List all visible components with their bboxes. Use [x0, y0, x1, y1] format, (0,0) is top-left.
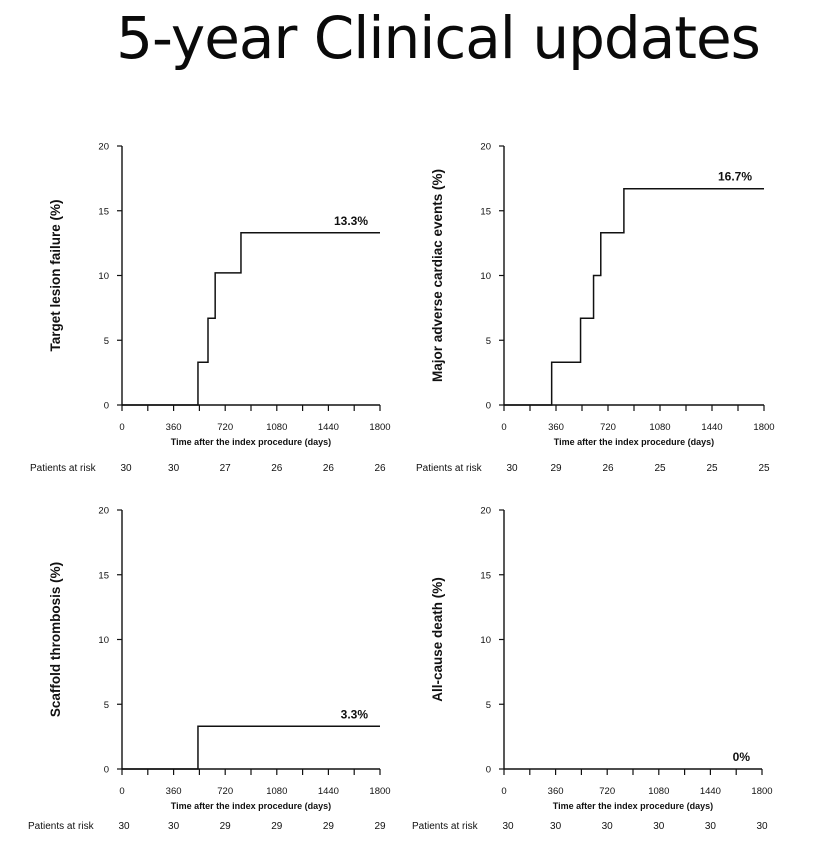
patients-at-risk-value: 30 [118, 821, 130, 832]
x-axis-label: Time after the index procedure (days) [171, 437, 331, 447]
x-tick-label: 720 [599, 786, 615, 797]
y-axis-label: All-cause death (%) [430, 577, 445, 702]
y-tick-label: 5 [104, 336, 109, 347]
x-tick-label: 1440 [701, 422, 722, 433]
x-tick-label: 360 [548, 786, 564, 797]
chart-all-cause-death: 0 5 10 15 20 0 360 720 1080 1440 1800 All-cause dea… [412, 506, 773, 833]
chart-major-adverse-cardiac-events: 0 5 10 15 20 0 360 720 1080 1440 1800 Major adverse… [416, 142, 775, 475]
x-tick-label: 1800 [369, 422, 390, 433]
end-value-label: 3.3% [341, 707, 369, 721]
patients-at-risk-value: 30 [602, 821, 614, 832]
patients-at-risk-value: 29 [323, 821, 335, 832]
patients-at-risk-value: 30 [506, 463, 518, 474]
patients-at-risk-value: 30 [168, 463, 180, 474]
end-value-label: 13.3% [334, 214, 368, 228]
y-tick-label: 20 [98, 506, 109, 517]
patients-at-risk-label: Patients at risk [30, 463, 97, 474]
patients-at-risk-value: 30 [168, 821, 180, 832]
patients-at-risk-value: 26 [271, 463, 283, 474]
y-tick-label: 0 [104, 765, 109, 776]
x-tick-label: 1080 [266, 786, 287, 797]
y-tick-label: 20 [480, 506, 491, 517]
x-tick-label: 1440 [318, 422, 339, 433]
x-tick-label: 360 [166, 786, 182, 797]
patients-at-risk-value: 30 [705, 821, 717, 832]
x-axis-label: Time after the index procedure (days) [554, 437, 714, 447]
x-tick-label: 0 [501, 786, 506, 797]
y-tick-label: 0 [104, 401, 109, 412]
x-tick-label: 1800 [369, 786, 390, 797]
y-tick-label: 5 [486, 336, 491, 347]
x-tick-label: 720 [217, 422, 233, 433]
y-tick-label: 15 [98, 206, 109, 217]
x-tick-label: 1800 [751, 786, 772, 797]
y-tick-label: 5 [486, 700, 491, 711]
x-tick-label: 1080 [649, 422, 670, 433]
y-tick-label: 0 [486, 765, 491, 776]
y-axis-label: Target lesion failure (%) [48, 199, 63, 351]
end-value-label: 0% [733, 750, 751, 764]
patients-at-risk-label: Patients at risk [412, 821, 479, 832]
page-title: 5-year Clinical updates [116, 4, 761, 72]
patients-at-risk-label: Patients at risk [416, 463, 483, 474]
y-tick-label: 10 [480, 635, 491, 646]
series-line [122, 232, 380, 406]
y-tick-label: 20 [480, 142, 491, 153]
patients-at-risk-value: 30 [653, 821, 665, 832]
y-tick-label: 10 [98, 271, 109, 282]
end-value-label: 16.7% [718, 170, 752, 184]
patients-at-risk-value: 26 [374, 463, 386, 474]
x-tick-label: 0 [119, 422, 124, 433]
x-axis-label: Time after the index procedure (days) [553, 801, 713, 811]
y-axis-label: Major adverse cardiac events (%) [430, 169, 445, 382]
x-tick-label: 1440 [700, 786, 721, 797]
y-tick-label: 15 [98, 570, 109, 581]
y-tick-label: 15 [480, 206, 491, 217]
x-tick-label: 0 [119, 786, 124, 797]
y-tick-label: 10 [480, 271, 491, 282]
x-axis-label: Time after the index procedure (days) [171, 801, 331, 811]
y-tick-label: 5 [104, 700, 109, 711]
patients-at-risk-label: Patients at risk [28, 821, 95, 832]
y-axis-label: Scaffold thrombosis (%) [48, 562, 63, 717]
patients-at-risk-value: 25 [758, 463, 770, 474]
x-tick-label: 720 [600, 422, 616, 433]
x-tick-label: 720 [217, 786, 233, 797]
patients-at-risk-value: 29 [220, 821, 232, 832]
patients-at-risk-value: 30 [120, 463, 132, 474]
x-tick-label: 0 [501, 422, 506, 433]
patients-at-risk-value: 25 [654, 463, 666, 474]
patients-at-risk-value: 26 [323, 463, 335, 474]
patients-at-risk-value: 30 [756, 821, 768, 832]
x-tick-label: 1080 [266, 422, 287, 433]
y-tick-label: 20 [98, 142, 109, 153]
x-tick-label: 1440 [318, 786, 339, 797]
x-tick-label: 1800 [753, 422, 774, 433]
patients-at-risk-value: 30 [502, 821, 514, 832]
chart-scaffold-thrombosis: 0 5 10 15 20 0 360 720 1080 1440 1800 Scaffold thro… [28, 506, 391, 833]
series-line [504, 187, 764, 406]
x-tick-label: 1080 [648, 786, 669, 797]
patients-at-risk-value: 29 [374, 821, 386, 832]
patients-at-risk-value: 25 [706, 463, 718, 474]
y-tick-label: 15 [480, 570, 491, 581]
y-tick-label: 10 [98, 635, 109, 646]
patients-at-risk-value: 29 [271, 821, 283, 832]
y-tick-label: 0 [486, 401, 491, 412]
patients-at-risk-value: 29 [550, 463, 562, 474]
patients-at-risk-value: 26 [602, 463, 614, 474]
series-line [122, 725, 380, 770]
patients-at-risk-value: 27 [220, 463, 232, 474]
patients-at-risk-value: 30 [550, 821, 562, 832]
x-tick-label: 360 [548, 422, 564, 433]
x-tick-label: 360 [166, 422, 182, 433]
chart-target-lesion-failure: 0 5 10 15 20 0 360 720 1080 1440 1800 Target lesion… [30, 142, 391, 475]
